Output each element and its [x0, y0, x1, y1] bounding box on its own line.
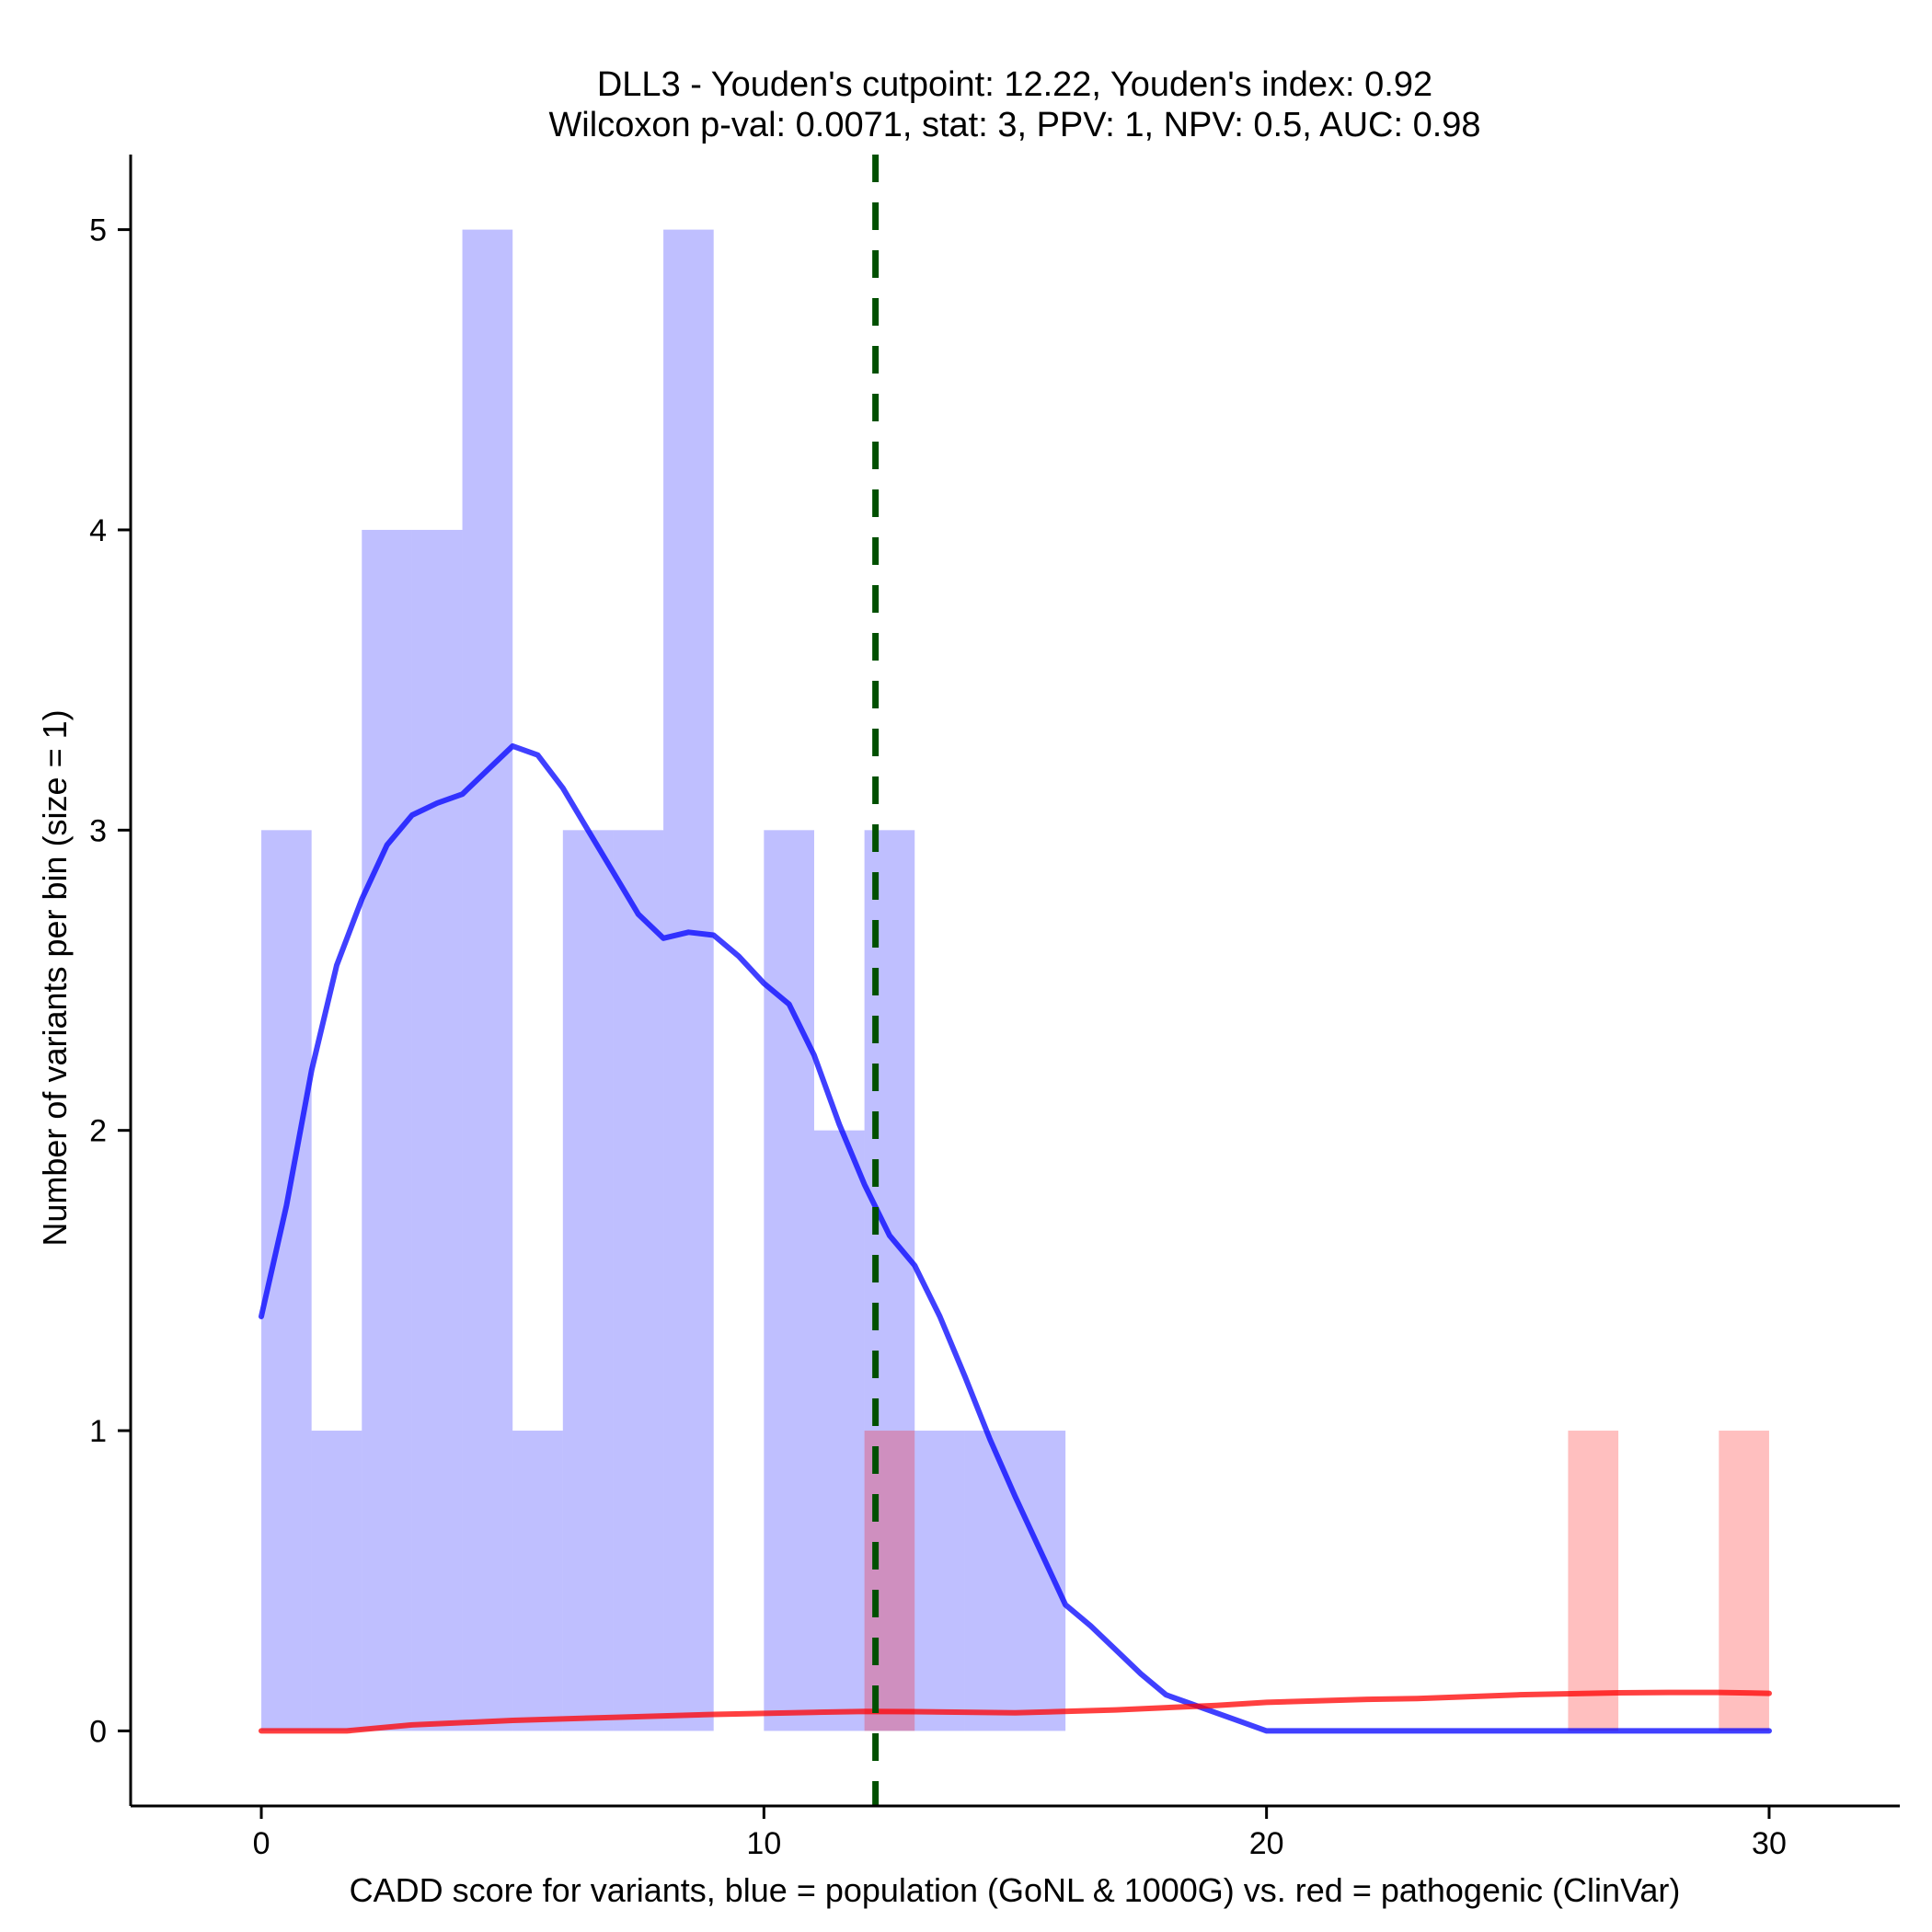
population-bar-10 [813, 1130, 865, 1731]
density-curves [259, 742, 1772, 1734]
x-tick-label-0: 0 [253, 1826, 270, 1861]
pathogenic-bar-0 [864, 1431, 915, 1731]
pathogenic-density-line [259, 1689, 1772, 1734]
population-bar-9 [764, 830, 814, 1731]
population-bar-12 [914, 1431, 965, 1731]
y-tick-label-3: 3 [89, 813, 107, 848]
population-bar-8 [663, 229, 714, 1731]
population-bar-7 [613, 830, 664, 1731]
x-tick-label-30: 30 [1752, 1826, 1787, 1861]
x-axis-ticks: 0 10 20 30 [253, 1806, 1787, 1861]
population-bar-5 [512, 1431, 563, 1731]
x-tick-label-20: 20 [1249, 1826, 1284, 1861]
pathogenic-bar-2 [1719, 1431, 1769, 1731]
y-axis-label: Number of variants per bin (size = 1) [36, 709, 74, 1246]
chart-subtitle: Wilcoxon p-val: 0.0071, stat: 3, PPV: 1,… [548, 106, 1480, 144]
population-bar-2 [362, 529, 412, 1731]
y-tick-label-1: 1 [89, 1414, 107, 1449]
y-tick-label-4: 4 [89, 513, 107, 548]
pathogenic-bar-1 [1568, 1431, 1619, 1731]
population-bar-3 [411, 529, 463, 1731]
population-bar-6 [562, 830, 614, 1731]
histogram-bars [261, 229, 1769, 1731]
population-density-line [259, 742, 1772, 1734]
y-axis-ticks: 0 1 2 3 4 5 [89, 213, 131, 1749]
population-bar-1 [311, 1431, 362, 1731]
population-bar-14 [1015, 1431, 1066, 1731]
y-tick-label-2: 2 [89, 1114, 107, 1149]
x-tick-label-10: 10 [746, 1826, 781, 1861]
chart-title: DLL3 - Youden's cutpoint: 12.22, Youden'… [597, 65, 1432, 104]
y-tick-label-5: 5 [89, 213, 107, 248]
y-tick-label-0: 0 [89, 1714, 107, 1749]
population-bar-4 [462, 229, 513, 1731]
x-axis-label: CADD score for variants, blue = populati… [350, 1871, 1681, 1909]
